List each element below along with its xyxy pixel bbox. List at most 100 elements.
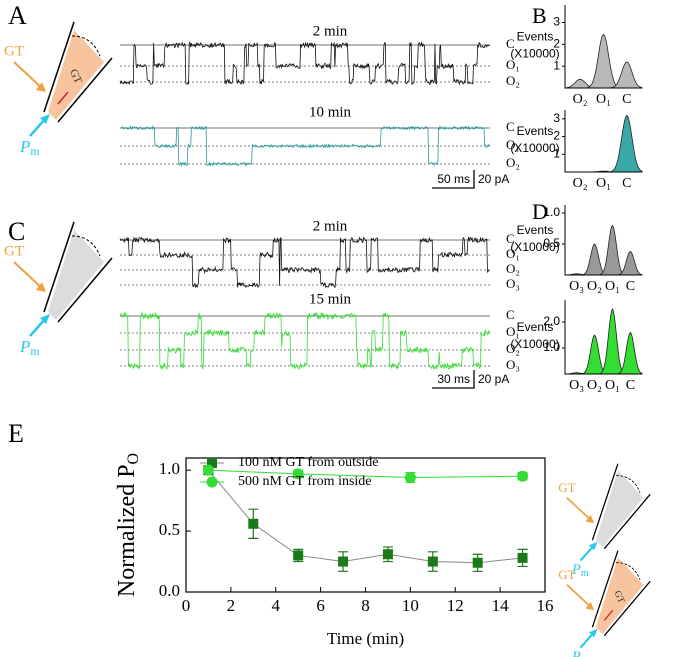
agent-arrowhead xyxy=(585,514,595,524)
x-tick-label: C xyxy=(622,92,631,107)
x-tick-label: O₂ xyxy=(587,279,602,294)
histogram-peak xyxy=(618,331,643,375)
pipette-wall xyxy=(603,493,651,550)
agent-label: GT xyxy=(558,568,575,582)
scale-current: 20 pA xyxy=(478,172,509,186)
data-point xyxy=(517,552,528,563)
voltage-arrowhead xyxy=(40,314,50,324)
data-point xyxy=(517,470,529,482)
scale-bar xyxy=(432,370,475,389)
inner-arrow xyxy=(57,91,69,105)
pipette-fill xyxy=(595,557,644,634)
x-tick-label: O₂ xyxy=(573,92,588,107)
y-axis-unit: (X10000) xyxy=(510,337,559,351)
data-point xyxy=(338,556,349,567)
membrane-arc xyxy=(71,35,101,57)
histogram-peak xyxy=(610,114,643,173)
series-line xyxy=(208,469,523,564)
agent-arrowhead xyxy=(36,282,46,292)
membrane-arc xyxy=(616,475,641,493)
y-tick-label: 0.5 xyxy=(543,236,560,250)
y-axis-unit: (X10000) xyxy=(510,47,559,61)
pipette-fill xyxy=(595,470,644,547)
agent-arrow xyxy=(13,61,45,91)
agent-arrow xyxy=(566,497,593,523)
x-tick-label: 4 xyxy=(272,596,281,615)
current-trace xyxy=(119,125,490,168)
panel-label: D xyxy=(532,199,548,224)
pipette-wall xyxy=(591,550,619,628)
pipette-wall xyxy=(603,580,651,637)
scale-bar xyxy=(432,170,475,189)
membrane-arc xyxy=(71,235,101,257)
y-tick-label: 1.0 xyxy=(159,459,180,478)
y-tick-label: 1.0 xyxy=(543,205,560,219)
histogram-peak xyxy=(618,251,643,276)
y-axis-label: Events xyxy=(517,124,554,138)
level-label: C xyxy=(506,119,515,134)
axis xyxy=(564,110,642,173)
inner-arrow xyxy=(603,609,614,621)
pipette-wall xyxy=(43,21,75,113)
data-point xyxy=(292,468,304,480)
scale-time: 50 ms xyxy=(437,172,470,186)
current-trace xyxy=(119,311,490,371)
panel-label: C xyxy=(8,217,25,246)
x-axis-label: Time (min) xyxy=(327,629,404,648)
inner-agent-label: GT xyxy=(67,67,84,86)
axis xyxy=(564,5,642,89)
level-label: O₂ xyxy=(506,341,520,356)
histogram-peak xyxy=(600,224,625,276)
data-point xyxy=(404,471,416,483)
x-tick-label: O₃ xyxy=(569,378,584,393)
histogram-peak xyxy=(582,243,607,276)
level-label: C xyxy=(506,307,515,322)
data-point xyxy=(248,518,259,529)
level-label: O₂ xyxy=(506,261,520,276)
data-point xyxy=(472,557,483,568)
panel-label: A xyxy=(8,1,27,30)
pipette-wall xyxy=(43,221,75,313)
x-tick-label: C xyxy=(626,279,635,294)
level-label: O₃ xyxy=(506,276,520,291)
agent-arrowhead xyxy=(585,601,595,611)
x-tick-label: 12 xyxy=(447,596,464,615)
pipette-label: Pm xyxy=(571,649,589,657)
agent-label: GT xyxy=(4,243,24,259)
histogram-peak xyxy=(600,308,625,375)
x-tick-label: O₁ xyxy=(596,92,611,107)
pipette-label: Pm xyxy=(571,562,589,579)
axis xyxy=(564,300,642,375)
y-axis-label: Events xyxy=(517,223,554,237)
histogram-peak xyxy=(610,61,643,89)
panel-label: E xyxy=(8,419,24,448)
current-trace xyxy=(119,236,490,289)
y-tick-label: 0.0 xyxy=(159,581,180,600)
inner-agent-label: GT xyxy=(612,589,626,605)
y-axis-label-text: Normalized P xyxy=(114,464,140,597)
voltage-arrowhead xyxy=(40,114,50,124)
y-tick-label: 1.0 xyxy=(543,340,560,354)
panel-label: B xyxy=(532,3,547,28)
y-axis-label: Events xyxy=(517,30,554,44)
x-tick-label: 14 xyxy=(492,596,510,615)
data-point xyxy=(382,549,393,560)
y-tick-label: 3 xyxy=(553,15,560,29)
legend-label: 500 nM GT from inside xyxy=(238,474,372,489)
y-axis-label-sub: O xyxy=(125,453,142,465)
x-tick-label: 2 xyxy=(227,596,236,615)
legend-marker xyxy=(206,476,218,488)
x-tick-label: O₂ xyxy=(573,176,588,191)
data-point xyxy=(202,464,214,476)
agent-label: GT xyxy=(558,481,575,495)
y-axis-unit: (X10000) xyxy=(510,141,559,155)
y-tick-label: 1 xyxy=(553,58,560,72)
x-tick-label: C xyxy=(626,378,635,393)
trace-title: 2 min xyxy=(313,23,348,39)
y-tick-label: 2.0 xyxy=(543,314,560,328)
